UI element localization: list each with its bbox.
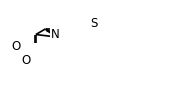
Text: S: S [91,17,98,30]
Text: N: N [51,28,60,41]
Text: O: O [21,54,31,67]
Text: O: O [12,40,21,52]
